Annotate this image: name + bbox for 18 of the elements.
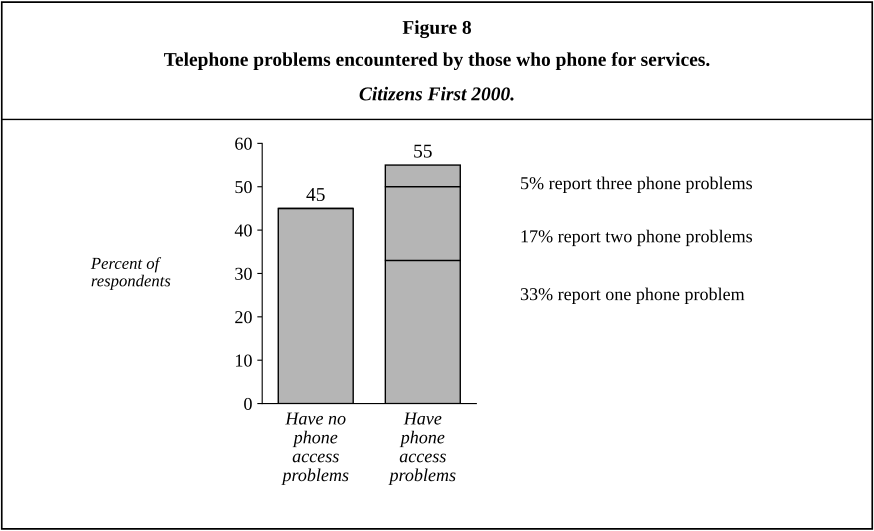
text: Citizens First 2000. <box>360 86 514 101</box>
text: 33% report one phone problem <box>520 288 744 304</box>
y-tick-label: 50 <box>235 180 252 194</box>
x-tick-label: Have no phone access problems <box>281 412 348 485</box>
y-axis-title: Percent of respondents <box>90 257 170 290</box>
y-tick-label: 0 <box>244 398 252 410</box>
total-label: 45 <box>306 188 325 201</box>
y-tick-label: 10 <box>236 354 252 367</box>
chart-subtitle: Telephone problems encountered by those who phone for services. <box>164 52 710 70</box>
y-tick-label: 60 <box>235 138 252 150</box>
y-tick-label: 40 <box>234 224 252 237</box>
chart-title: Figure 8 <box>402 20 472 38</box>
y-tick-label: 30 <box>235 268 252 280</box>
text: 5% report three phone problems <box>521 176 752 193</box>
total-label: 55 <box>414 144 432 158</box>
text: 17% report two phone problems <box>522 230 752 246</box>
x-tick-label: Have phone access problems <box>388 412 456 485</box>
y-tick-label: 20 <box>235 311 252 324</box>
